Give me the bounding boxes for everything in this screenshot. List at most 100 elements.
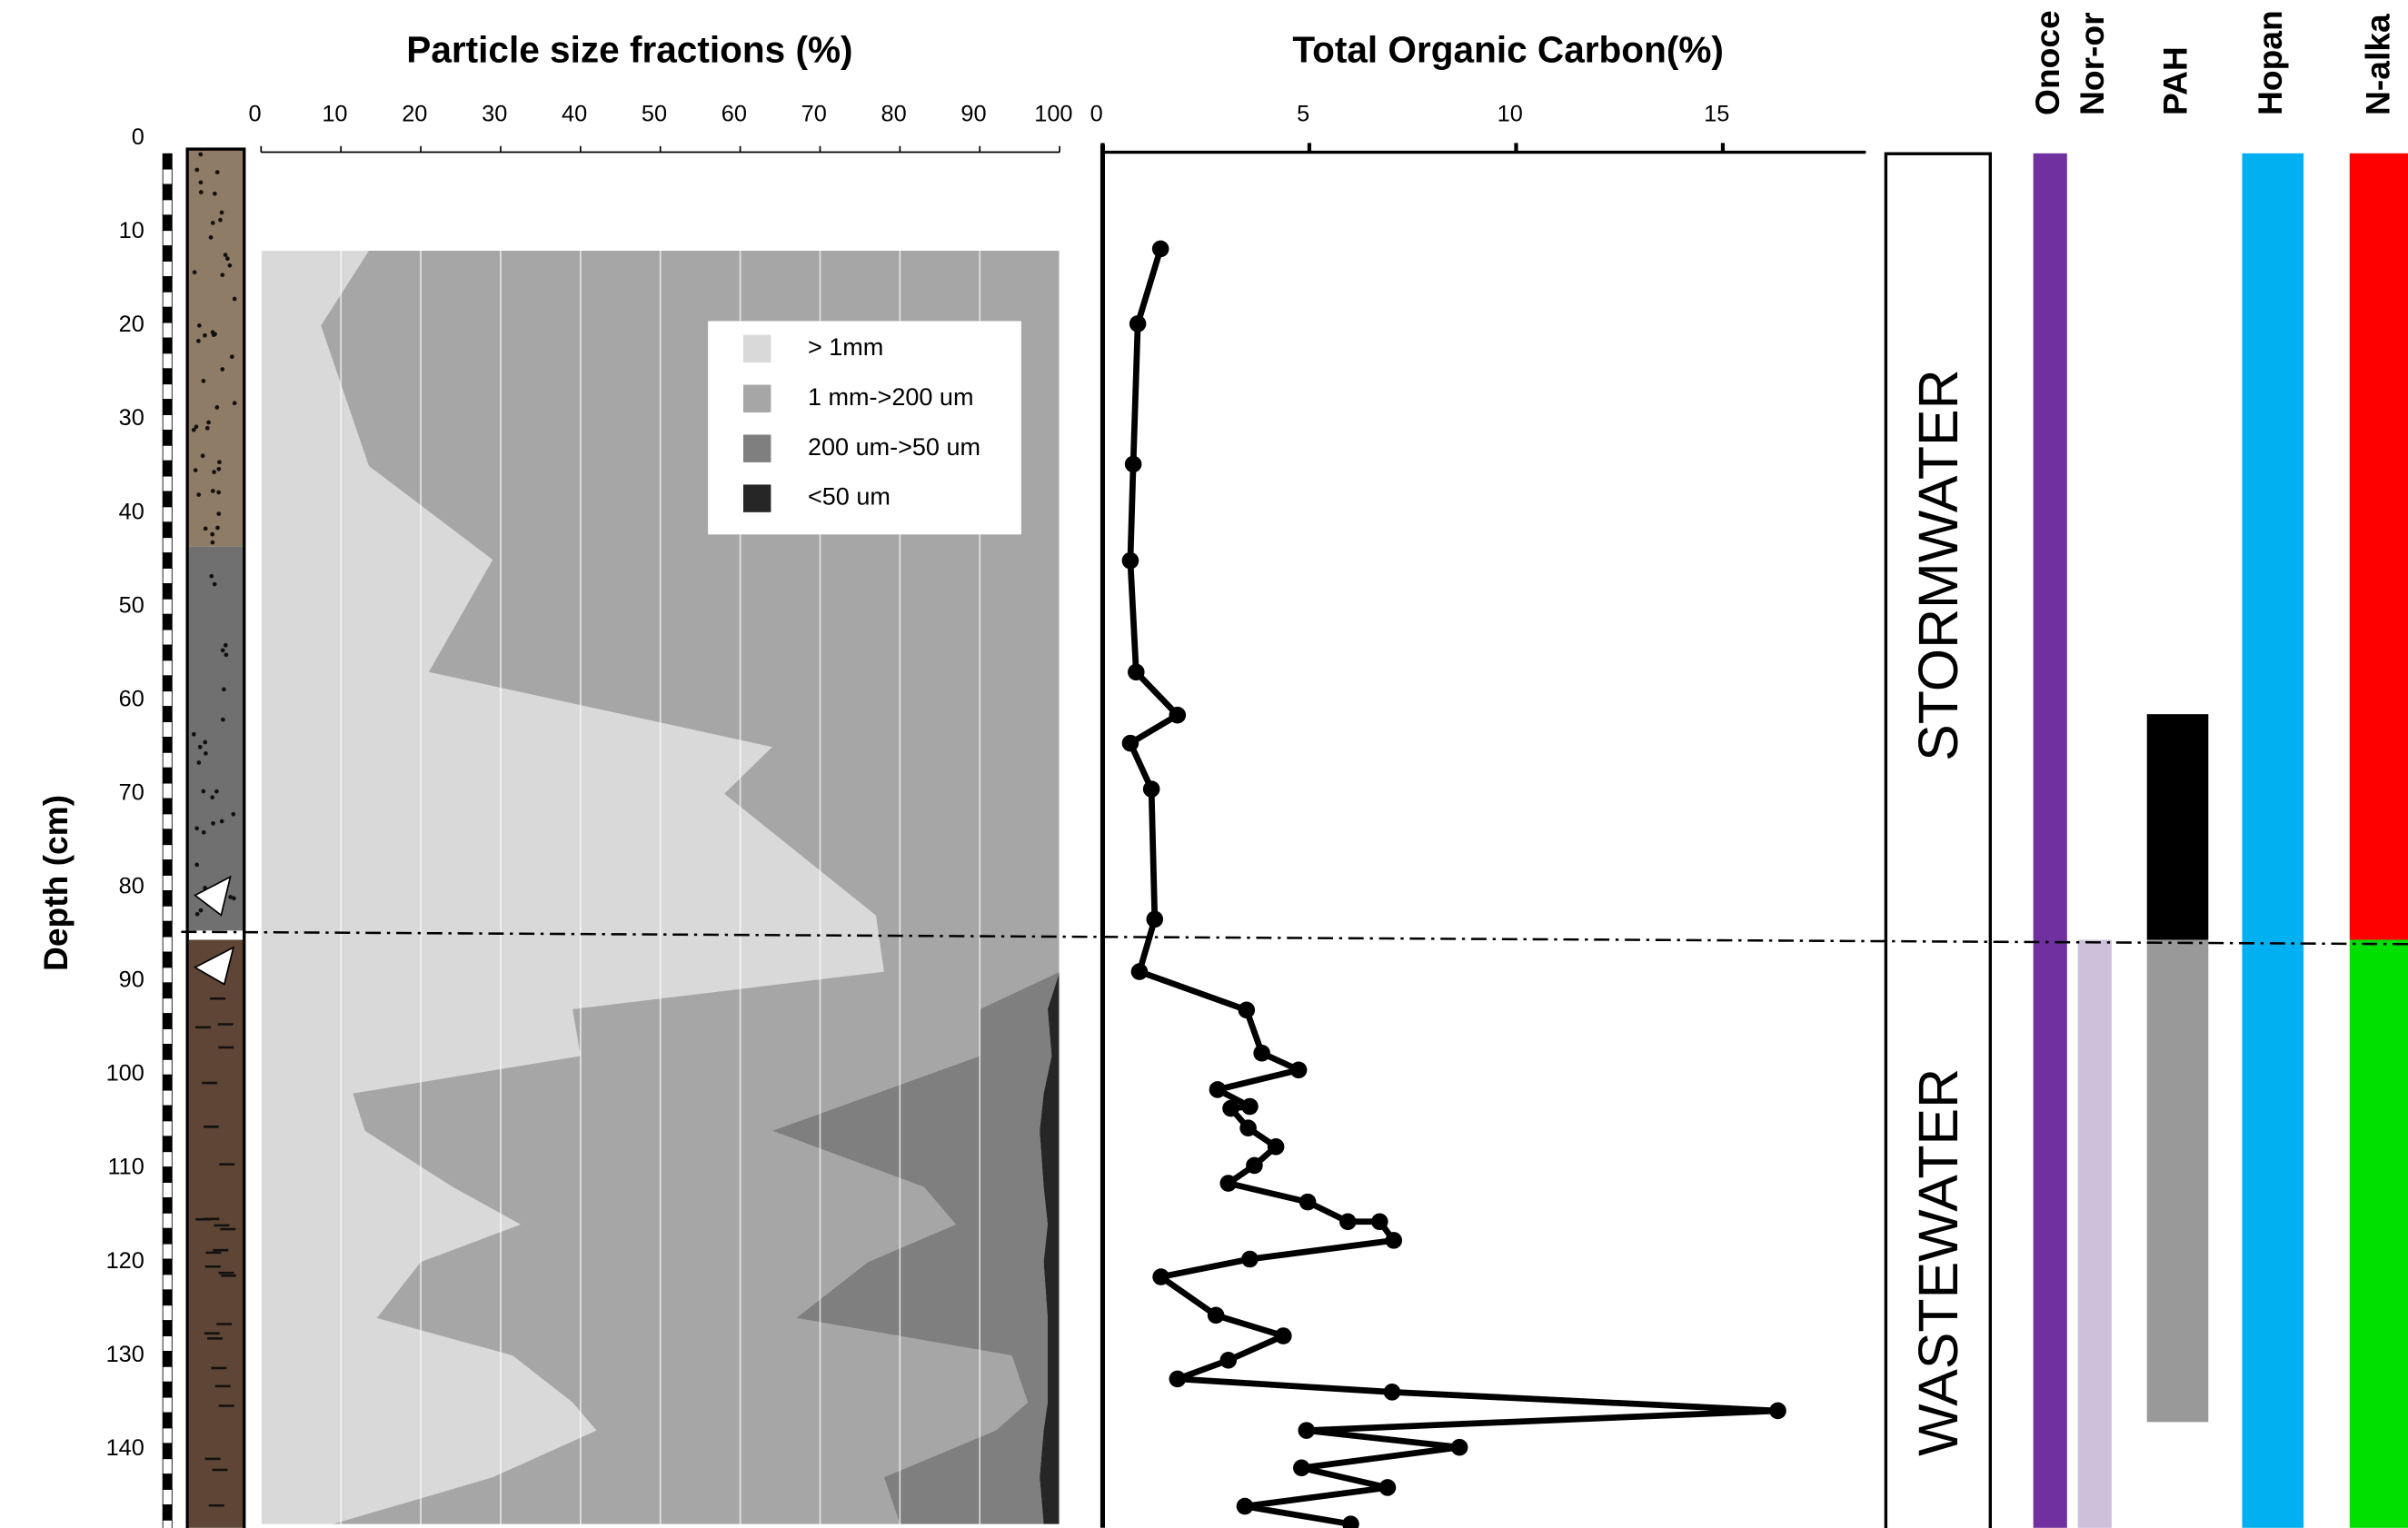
litho-dot: [191, 427, 196, 432]
range-bar: [2242, 153, 2304, 1528]
depth-ruler: [162, 460, 173, 477]
point: [1450, 1438, 1468, 1456]
x-tick-label: 20: [402, 102, 427, 127]
point: [1383, 1384, 1401, 1401]
y-tick-label: 70: [119, 779, 144, 805]
depth-ruler: [162, 1381, 173, 1398]
litho-dot: [197, 744, 203, 749]
depth-ruler: [162, 230, 173, 247]
area: [261, 250, 884, 1524]
point: [1338, 1213, 1357, 1231]
litho-dot: [214, 405, 220, 410]
x-tick-label: 30: [482, 102, 507, 127]
litho-dot: [194, 911, 200, 917]
litho-dot: [229, 354, 234, 360]
depth-ruler: [162, 1320, 173, 1336]
depth-ruler: [162, 1166, 173, 1183]
depth-ruler: [162, 1274, 173, 1291]
point: [1236, 1497, 1254, 1515]
depth-ruler: [162, 751, 173, 769]
point: [1298, 1422, 1316, 1439]
depth-ruler: [162, 1473, 173, 1490]
area: [1040, 250, 1060, 1524]
depth-ruler: [162, 1089, 173, 1106]
litho-dot: [209, 573, 214, 579]
range-bar: [2349, 939, 2408, 1528]
depth-ruler: [162, 414, 173, 431]
x-tick-label: 15: [1704, 102, 1729, 127]
depth-ruler: [162, 1013, 173, 1029]
litho-border: [185, 147, 246, 1528]
point: [1289, 1061, 1308, 1079]
y-tick-label: 110: [107, 1155, 144, 1180]
litho-dot: [219, 210, 224, 215]
litho-dot: [208, 234, 214, 240]
litho-dot: [196, 492, 202, 497]
litho-dot: [214, 789, 219, 794]
depth-ruler: [162, 1335, 173, 1352]
point: [1241, 1250, 1259, 1268]
depth-ruler: [162, 475, 173, 492]
depth-ruler: [162, 1105, 173, 1122]
depth-ruler: [162, 798, 173, 815]
litho-dot: [212, 470, 216, 474]
depth-ruler: [162, 1044, 173, 1060]
depth-ruler: [162, 690, 173, 708]
litho-dot: [217, 460, 222, 465]
point: [1169, 706, 1187, 724]
litho-dot: [216, 490, 222, 495]
litho-dot: [210, 221, 215, 225]
column-header: Hopan: [2251, 10, 2289, 115]
litho-dot: [216, 511, 222, 516]
range-bar: [2077, 939, 2112, 1528]
litho-dot: [224, 256, 230, 262]
x-tick-label: 10: [322, 102, 347, 127]
depth-ruler: [162, 1427, 173, 1444]
depth-ruler: [162, 1182, 173, 1198]
y-tick-label: 60: [119, 686, 144, 711]
x-tick-label: 0: [248, 102, 261, 127]
litho-dot: [210, 489, 215, 493]
litho-dot: [231, 811, 236, 817]
point: [1219, 1352, 1238, 1369]
litho-dot: [216, 466, 222, 471]
depth-ruler: [162, 291, 173, 308]
depth-ruler: [162, 444, 173, 461]
y-tick-label: 140: [106, 1435, 144, 1461]
y-tick-label: 50: [119, 592, 144, 618]
point: [1124, 455, 1142, 473]
depth-ruler: [162, 491, 173, 508]
depth-ruler: [162, 153, 173, 170]
point: [1128, 663, 1145, 681]
depth-ruler: [162, 1227, 173, 1245]
point: [1130, 963, 1149, 980]
depth-ruler: [162, 214, 173, 232]
depth-ruler: [162, 706, 173, 722]
range-bar: [2146, 714, 2209, 940]
depth-ruler: [162, 506, 173, 523]
litho-dot: [203, 332, 207, 338]
point: [1293, 1459, 1310, 1477]
x-tick-label: 90: [960, 102, 986, 127]
litho-dot: [197, 323, 202, 328]
depth-ruler: [162, 997, 173, 1015]
depth-ruler: [162, 322, 173, 339]
litho-dot: [212, 191, 217, 196]
point: [1152, 1268, 1169, 1285]
depth-ruler: [162, 1351, 173, 1367]
depth-ruler: [162, 1489, 173, 1505]
depth-ruler: [162, 582, 173, 600]
litho-dot: [232, 401, 237, 406]
depth-ruler: [162, 1074, 173, 1091]
area: [771, 250, 1060, 1524]
y-tick-label: 10: [119, 218, 144, 243]
point: [1378, 1479, 1397, 1496]
boundary-line: [181, 930, 2408, 946]
litho-dot: [203, 526, 208, 531]
depth-ruler: [162, 875, 173, 891]
depth-ruler: [162, 383, 173, 401]
depth-ruler: [162, 261, 173, 277]
litho-dot: [210, 795, 215, 800]
depth-ruler: [162, 1443, 173, 1460]
